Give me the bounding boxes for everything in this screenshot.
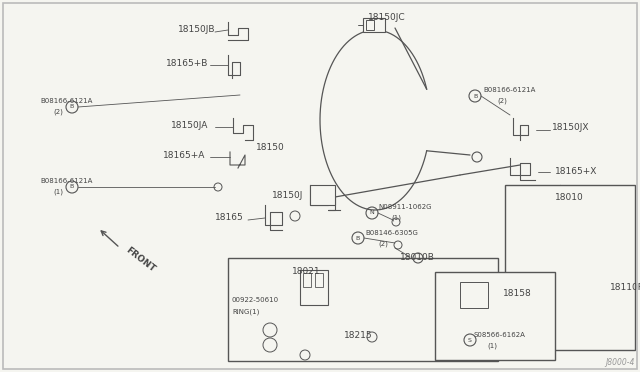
Text: B: B <box>70 105 74 109</box>
Text: 18021: 18021 <box>292 267 321 276</box>
Bar <box>300 270 328 305</box>
Text: N08911-1062G: N08911-1062G <box>378 204 431 210</box>
Bar <box>310 185 335 205</box>
Text: B08166-6121A: B08166-6121A <box>40 178 92 184</box>
Text: 18010: 18010 <box>555 193 584 202</box>
Text: (1): (1) <box>53 189 63 195</box>
Text: B08166-6121A: B08166-6121A <box>40 98 92 104</box>
Text: B: B <box>356 235 360 241</box>
Text: (2): (2) <box>378 241 388 247</box>
Text: 18165: 18165 <box>215 214 244 222</box>
Text: J8000-4: J8000-4 <box>605 358 635 367</box>
Bar <box>303 273 311 287</box>
Text: B08146-6305G: B08146-6305G <box>365 230 418 236</box>
Text: B: B <box>473 93 477 99</box>
Text: 18150J: 18150J <box>271 190 303 199</box>
Text: 18150JX: 18150JX <box>552 124 589 132</box>
Bar <box>228 258 498 361</box>
Text: 18150JB: 18150JB <box>177 26 215 35</box>
Text: 18158: 18158 <box>503 289 532 298</box>
Text: 00922-50610: 00922-50610 <box>232 297 279 303</box>
Bar <box>366 20 374 30</box>
Bar <box>505 185 635 350</box>
Text: 18165+B: 18165+B <box>166 58 208 67</box>
Text: B08166-6121A: B08166-6121A <box>483 87 536 93</box>
Text: S08566-6162A: S08566-6162A <box>474 332 526 338</box>
Bar <box>315 273 323 287</box>
Text: (1): (1) <box>487 343 497 349</box>
Text: B: B <box>70 185 74 189</box>
Text: (2): (2) <box>53 109 63 115</box>
Bar <box>435 272 555 360</box>
Text: 18215: 18215 <box>344 330 372 340</box>
Text: RING(1): RING(1) <box>232 309 259 315</box>
Bar <box>460 282 488 308</box>
Text: (1): (1) <box>391 215 401 221</box>
Text: 18150: 18150 <box>256 144 285 153</box>
Text: (2): (2) <box>497 98 507 104</box>
Text: 18110F: 18110F <box>610 283 640 292</box>
Text: 18010B: 18010B <box>400 253 435 262</box>
Text: 18165+A: 18165+A <box>163 151 205 160</box>
Text: N: N <box>370 211 374 215</box>
Text: 18150JA: 18150JA <box>171 121 208 129</box>
Bar <box>363 18 385 32</box>
Text: 18150JC: 18150JC <box>368 13 406 22</box>
Text: S: S <box>468 337 472 343</box>
Text: 18165+X: 18165+X <box>555 167 597 176</box>
Text: FRONT: FRONT <box>124 245 157 273</box>
